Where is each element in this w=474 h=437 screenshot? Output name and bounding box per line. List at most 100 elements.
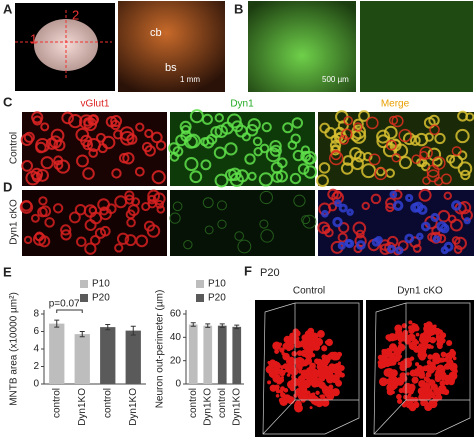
cell [48,135,63,149]
cell [237,239,252,254]
y-tick-label: 0 [175,379,181,390]
cell [87,114,99,126]
cell [424,132,434,142]
cell [252,136,263,147]
legend-swatch [196,280,204,288]
cell [317,221,331,235]
cell [401,323,407,329]
cell [68,113,83,129]
cell [21,160,34,172]
cell [214,113,224,123]
cell [293,194,306,207]
error-bar [79,331,85,338]
cell [60,229,72,241]
cell [147,189,161,203]
cell [147,194,157,205]
cell [321,209,329,218]
cell [297,163,310,175]
cell [50,128,65,143]
cell [314,358,320,365]
x-tick-label: Dyn1KO [77,388,88,426]
cell [306,367,311,372]
cell [119,131,135,146]
cell [366,116,379,130]
cell [392,200,404,211]
cell [377,354,384,361]
cell [420,399,427,407]
cell [440,367,446,373]
cell [352,118,364,130]
cell [353,122,363,132]
cell [406,372,410,376]
cell [397,398,403,404]
cell [321,354,327,360]
cell [267,380,272,385]
cell [397,354,403,359]
cell [144,145,156,157]
cell [338,222,350,234]
cell [40,156,54,170]
cell [224,142,238,156]
cell [300,145,311,155]
cell [349,146,362,160]
cell [273,367,280,374]
cell [341,128,353,140]
bar [188,324,198,384]
region-label: cb [150,27,162,39]
cell [451,236,461,245]
cell [446,339,453,347]
cell [431,156,446,170]
cell [330,149,342,161]
cell [351,124,367,140]
cut-label: 2 [72,7,79,22]
cell [169,212,181,224]
cell [361,201,370,211]
panel-label: F [244,263,252,278]
cell [204,225,214,235]
cell [435,334,440,339]
error-bar [205,323,211,328]
error-bar [219,323,225,328]
cell [291,117,304,129]
cell [310,332,319,341]
cell [411,376,419,384]
y-axis-label: Neuron out-perimeter (µm) [155,290,166,409]
scale-label: 500 µm [322,75,349,84]
cell [327,202,338,212]
cell [300,339,307,346]
cell [82,167,95,180]
x-tick-label: control [217,388,228,418]
cell [413,396,419,403]
cell [390,369,398,377]
cell [301,215,311,225]
cell [385,347,393,355]
cell [335,379,343,387]
cell [23,235,33,245]
age-label: P20 [260,267,280,279]
cell [386,139,397,151]
cell [234,231,244,241]
cell [311,343,319,351]
cell [439,223,450,234]
cell [124,194,135,205]
bar [74,334,90,384]
cell [421,371,425,376]
cell [415,362,420,367]
cell [151,170,166,185]
y-tick-label: 0 [33,379,39,390]
cell [298,394,303,398]
row-label: Dyn1 cKO [9,199,20,245]
cell [283,335,292,344]
legend-label: P20 [92,293,110,304]
cell [388,115,399,126]
cell [338,203,348,213]
cell [436,343,443,350]
image [248,1,356,92]
cell [402,132,416,146]
cell [412,244,422,253]
image [118,1,225,92]
cell [155,199,165,209]
cell [325,338,333,347]
cell [358,110,370,122]
cell [294,405,299,411]
